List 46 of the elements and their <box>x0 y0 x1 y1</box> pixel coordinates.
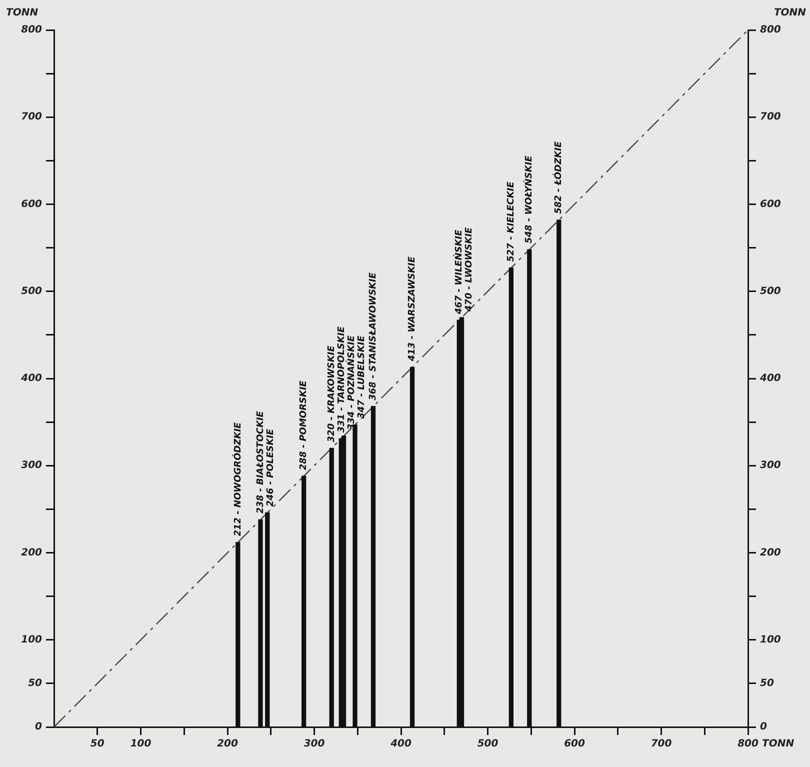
y-axis-title: TONN <box>6 8 39 19</box>
x-tick-label: 50 <box>90 738 104 750</box>
x-tick-label: 300 <box>304 738 325 750</box>
x-tick-label: 700 <box>650 738 672 750</box>
y2-tick-label: 800 <box>760 24 781 36</box>
data-label: 413 - WARSZAWSKIE <box>408 256 418 362</box>
y-tick-label: 0 <box>35 722 42 733</box>
y-tick-label: 400 <box>20 373 42 384</box>
x-tick-label: 600 <box>564 738 585 750</box>
y-tick-label: 300 <box>21 460 42 472</box>
y2-tick-label: 700 <box>760 112 781 123</box>
y-tick-label: 200 <box>21 547 42 558</box>
x-tick-label: 500 <box>477 738 498 750</box>
y-tick-label: 600 <box>21 198 42 210</box>
y2-tick-label: 300 <box>760 460 781 472</box>
data-label: 347 - LUBELSKIE <box>356 334 367 419</box>
y-tick-label: 100 <box>21 634 42 646</box>
y-tick-label: 500 <box>21 286 42 297</box>
y2-tick-label: 500 <box>760 286 781 297</box>
data-label: 527 - KIELECKIE <box>506 180 517 262</box>
data-label: 467 - WILEŃSKIE <box>452 228 464 316</box>
y2-tick-label: 50 <box>760 678 774 690</box>
x-tick-label: 200 <box>217 738 238 750</box>
x-tick-label: 400 <box>390 738 412 750</box>
y2-tick-label: 600 <box>760 198 781 210</box>
y-tick-label: 50 <box>28 678 42 690</box>
data-label: 320 - KRAKOWSKIE <box>326 344 337 442</box>
x-tick-label: 800 <box>738 738 758 750</box>
y2-tick-label: 400 <box>759 373 781 384</box>
y2-tick-label: 200 <box>760 547 781 558</box>
data-label: 238 - BIAŁOSTOCKIE <box>256 410 266 514</box>
y-tick-label: 700 <box>21 112 42 123</box>
data-label: 548 - WOŁYŃSKIE <box>522 154 535 244</box>
x-axis-title: TONN <box>762 738 795 750</box>
data-label: 331 - TARNOPOLSKIE <box>336 326 347 433</box>
y2-tick-label: 100 <box>760 634 781 646</box>
data-label: 368 - STANISŁAWOWSKIE <box>368 272 379 400</box>
y-tick-label: 800 <box>21 24 42 36</box>
y2-tick-label: 0 <box>760 722 767 733</box>
data-label: 470 - LWOWSKIE <box>464 226 474 313</box>
data-label: 582 - ŁÓDZKIE <box>552 140 564 214</box>
data-label: 212 - NOWOGRÓDZKIE <box>231 421 244 536</box>
data-label: 246 - POLESKIE <box>266 428 276 507</box>
x-tick-label: 100 <box>130 738 152 750</box>
data-label: 288 - POMORSKIE <box>299 380 310 470</box>
y2-axis-title: TONN <box>774 8 807 19</box>
